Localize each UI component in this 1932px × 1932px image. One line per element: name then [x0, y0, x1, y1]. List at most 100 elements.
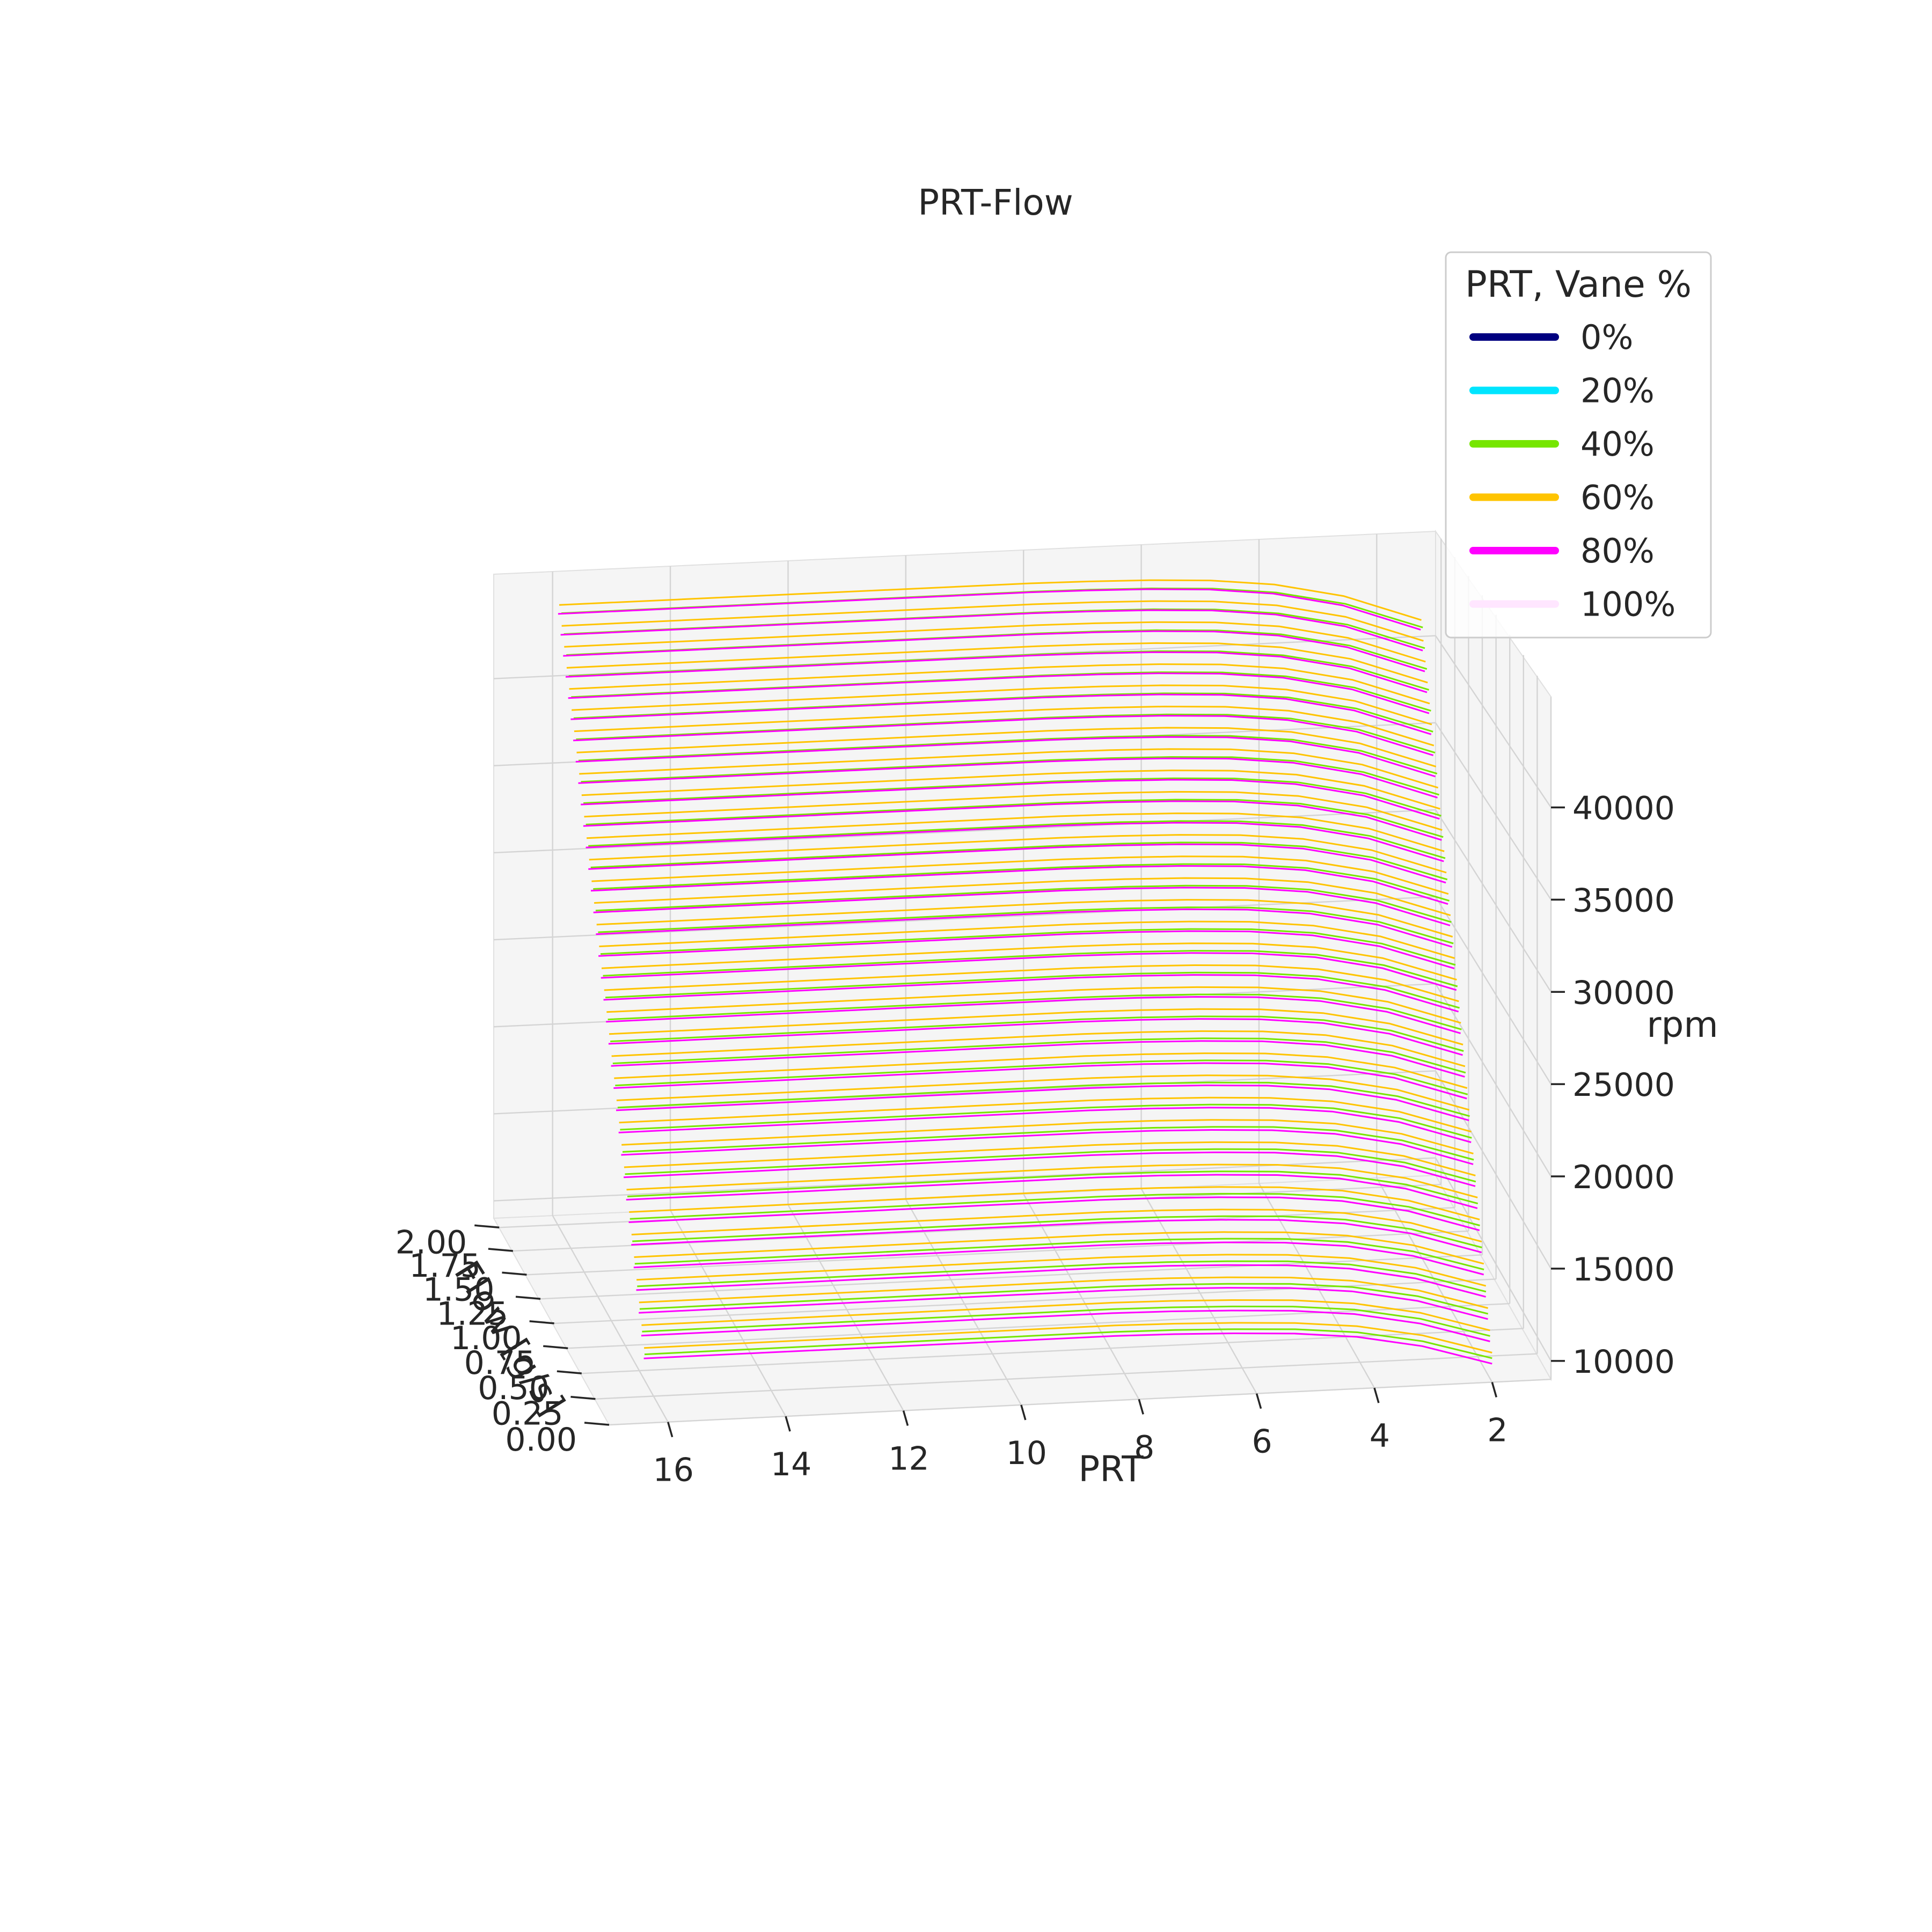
- z-tick-label: 15000: [1572, 1251, 1675, 1289]
- grid-line-z-back: [493, 896, 1436, 941]
- series-curve: [644, 1328, 1492, 1359]
- series-curve: [636, 1254, 1487, 1287]
- series-curve: [599, 920, 1455, 959]
- grid-line-z-side: [1435, 809, 1552, 992]
- grid-line-y-floor: [540, 1254, 1483, 1300]
- series-curve: [598, 906, 1454, 945]
- series-curve: [625, 1148, 1476, 1183]
- series-curve: [563, 630, 1425, 672]
- series-curve: [571, 671, 1431, 712]
- tick-mark: [557, 1370, 582, 1374]
- series-curve: [583, 777, 1441, 817]
- legend-label: 60%: [1580, 478, 1655, 517]
- series-curve: [594, 877, 1451, 917]
- x-tick-label: 16: [653, 1452, 694, 1489]
- tick-mark: [570, 1396, 596, 1400]
- series-curve: [613, 1062, 1467, 1100]
- series-curve: [617, 1081, 1470, 1117]
- z-tick-label: 20000: [1572, 1159, 1675, 1196]
- series-curve: [611, 1040, 1465, 1078]
- series-curve: [588, 843, 1446, 884]
- series-curve: [575, 736, 1436, 778]
- series-curve: [620, 1103, 1472, 1139]
- tick-mark: [529, 1320, 554, 1324]
- series-curve: [573, 715, 1434, 756]
- series-curve: [569, 663, 1430, 705]
- x-axis-label: PRT: [1078, 1448, 1144, 1490]
- series-curve: [616, 1074, 1470, 1111]
- tick-mark: [584, 1422, 610, 1426]
- series-curve: [573, 692, 1433, 733]
- z-tick-label: 25000: [1572, 1066, 1675, 1104]
- series-curve: [639, 1276, 1488, 1309]
- series-curve: [630, 1192, 1480, 1226]
- series-curve: [616, 1084, 1469, 1122]
- series-curve: [581, 770, 1440, 810]
- series-curve: [634, 1238, 1484, 1271]
- series-curve: [596, 899, 1453, 938]
- grid-line-x-floor: [670, 1210, 787, 1417]
- tick-mark: [667, 1422, 674, 1438]
- y-tick-label: 1.50: [423, 1271, 495, 1308]
- x-tick-label: 14: [771, 1446, 811, 1483]
- series-curve: [627, 1170, 1479, 1205]
- z-tick-label: 30000: [1572, 974, 1675, 1012]
- y-tick-label: 1.00: [450, 1320, 522, 1357]
- legend-box: [1445, 251, 1712, 639]
- series-curve: [639, 1283, 1489, 1315]
- series-curve: [644, 1322, 1492, 1353]
- series-curve: [643, 1333, 1492, 1365]
- legend-title: PRT, Vane %: [1465, 264, 1692, 306]
- grid-line-x-floor: [552, 1215, 669, 1423]
- tick-mark: [515, 1296, 541, 1300]
- series-curve: [641, 1299, 1490, 1331]
- series-curve: [636, 1264, 1486, 1298]
- series-curve: [603, 950, 1458, 987]
- legend-entries: 0% 20% 40% 60% 80% 100%: [1469, 318, 1675, 624]
- y-tick-label: 0.00: [505, 1421, 577, 1459]
- axis-ticks: 16 14 12 10 8 6 4 2 2.001.751.501.251.000.750.50…: [396, 790, 1675, 1489]
- series-curve: [610, 1015, 1464, 1052]
- series-curve: [574, 706, 1435, 747]
- grid-line-y-floor: [526, 1230, 1469, 1276]
- series-curve: [628, 1196, 1480, 1231]
- series-curve: [576, 713, 1436, 753]
- series-curve: [586, 822, 1444, 862]
- grid-line-y-floor: [595, 1353, 1538, 1400]
- series-curve: [600, 928, 1456, 966]
- series-curve: [591, 855, 1449, 895]
- series-curve: [564, 621, 1426, 663]
- series-curve: [606, 986, 1461, 1024]
- series-curve: [624, 1141, 1476, 1176]
- series-curve: [631, 1209, 1482, 1243]
- series-curve: [626, 1174, 1478, 1209]
- x-tick-label: 10: [1006, 1435, 1047, 1472]
- series-curve: [560, 609, 1423, 652]
- series-curve: [622, 1126, 1474, 1161]
- x-tick-label: 12: [888, 1440, 929, 1478]
- series-curve: [632, 1215, 1482, 1248]
- series-curve: [608, 993, 1462, 1030]
- series-curve: [561, 600, 1424, 642]
- series-curve: [621, 1129, 1474, 1165]
- series-curve: [595, 884, 1452, 923]
- series-curve: [596, 908, 1453, 948]
- legend-label: 100%: [1580, 585, 1675, 624]
- series-curve: [637, 1260, 1487, 1293]
- tick-mark: [902, 1410, 909, 1426]
- series-curve: [578, 735, 1438, 775]
- series-curve: [586, 799, 1444, 838]
- data-series: [558, 579, 1492, 1365]
- series-curve: [634, 1231, 1484, 1265]
- y-tick-label: 1.75: [409, 1247, 481, 1285]
- series-curve: [618, 1107, 1472, 1143]
- grid-line-x-floor: [1023, 1194, 1140, 1400]
- y-tick-label: 0.75: [464, 1344, 536, 1382]
- grid-line-y-floor: [568, 1302, 1510, 1349]
- series-curve: [576, 727, 1437, 767]
- series-curve: [641, 1309, 1490, 1342]
- series-curve: [619, 1096, 1472, 1133]
- z-tick-label: 40000: [1572, 790, 1675, 828]
- grid-line-x-floor: [1140, 1188, 1257, 1394]
